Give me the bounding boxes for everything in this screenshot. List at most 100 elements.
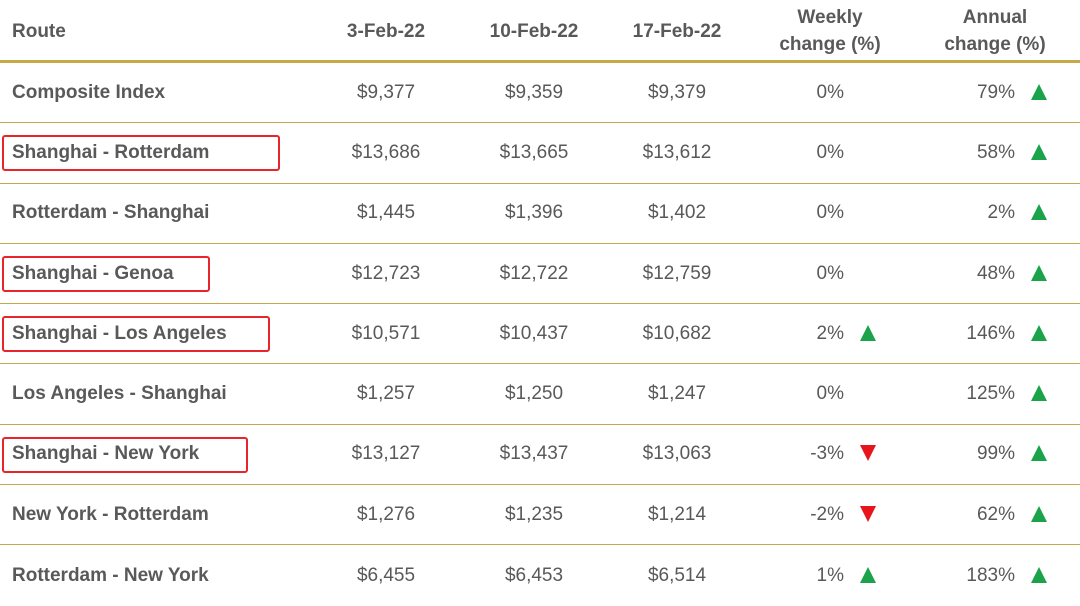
rate-3-feb: $1,276 — [356, 503, 416, 525]
weekly-change-value: 0% — [816, 141, 844, 163]
header-weekly-line1: Weekly — [797, 7, 863, 28]
up-arrow-icon — [860, 566, 876, 583]
rate-10-feb: $1,250 — [504, 383, 564, 405]
header-date-3: 17-Feb-22 — [632, 21, 722, 42]
rate-17-feb: $1,247 — [647, 383, 707, 405]
table-row: Rotterdam - Shanghai $1,445 $1,396 $1,40… — [0, 184, 1080, 244]
up-arrow-icon — [1031, 566, 1047, 583]
rate-10-feb: $6,453 — [504, 564, 564, 586]
rate-10-feb: $10,437 — [499, 322, 569, 344]
rate-17-feb: $6,514 — [647, 564, 707, 586]
weekly-change-value: 2% — [816, 322, 844, 344]
rate-3-feb: $10,571 — [351, 322, 421, 344]
rate-17-feb: $1,402 — [647, 202, 707, 224]
weekly-change-cell: -3% — [760, 443, 900, 465]
highlight-box — [2, 135, 280, 172]
weekly-change-cell: 2% — [760, 323, 900, 345]
rate-3-feb: $13,127 — [351, 443, 421, 465]
header-route: Route — [12, 21, 66, 42]
annual-change-value: 2% — [987, 202, 1015, 224]
rate-17-feb: $13,063 — [642, 443, 712, 465]
header-date-2: 10-Feb-22 — [489, 21, 579, 42]
rate-17-feb: $10,682 — [642, 322, 712, 344]
rate-17-feb: $13,612 — [642, 141, 712, 163]
weekly-change-cell: 1% — [760, 565, 900, 587]
weekly-change-value: 0% — [816, 81, 844, 103]
annual-change-value: 58% — [976, 141, 1015, 163]
weekly-change-cell: -2% — [760, 504, 900, 526]
table-row: Shanghai - Rotterdam $13,686 $13,665 $13… — [0, 123, 1080, 184]
rate-3-feb: $9,377 — [356, 81, 416, 103]
annual-change-value: 99% — [976, 443, 1015, 465]
up-arrow-icon — [1031, 264, 1047, 281]
weekly-change-value: -2% — [810, 503, 844, 525]
annual-change-value: 183% — [966, 564, 1015, 586]
annual-change-cell: 58% — [925, 142, 1065, 164]
annual-change-cell: 183% — [925, 565, 1065, 587]
rate-3-feb: $1,257 — [356, 383, 416, 405]
rate-17-feb: $12,759 — [642, 262, 712, 284]
header-annual-line1: Annual — [962, 7, 1028, 28]
header-annual-change: Annual change (%) — [925, 4, 1065, 58]
up-arrow-icon — [1031, 505, 1047, 522]
annual-change-cell: 146% — [925, 323, 1065, 345]
annual-change-cell: 48% — [925, 263, 1065, 285]
route-name: Shanghai - New York — [12, 443, 200, 465]
up-arrow-icon — [1031, 83, 1047, 100]
table-row: Shanghai - Genoa $12,723 $12,722 $12,759… — [0, 244, 1080, 305]
route-name: Rotterdam - Shanghai — [12, 202, 210, 224]
annual-change-cell: 62% — [925, 504, 1065, 526]
rate-3-feb: $1,445 — [356, 202, 416, 224]
table-header: Route 3-Feb-22 10-Feb-22 17-Feb-22 Weekl… — [0, 0, 1080, 63]
annual-change-value: 48% — [976, 262, 1015, 284]
weekly-change-value: 0% — [816, 262, 844, 284]
weekly-change-value: 0% — [816, 383, 844, 405]
table-body: Composite Index $9,377 $9,359 $9,379 0% … — [0, 63, 1080, 606]
annual-change-value: 125% — [966, 383, 1015, 405]
weekly-change-value: 1% — [816, 564, 844, 586]
header-date-1: 3-Feb-22 — [346, 21, 426, 42]
up-arrow-icon — [1031, 204, 1047, 221]
route-name: Shanghai - Los Angeles — [12, 322, 227, 344]
table-row: Shanghai - Los Angeles $10,571 $10,437 $… — [0, 304, 1080, 365]
down-arrow-icon — [860, 505, 876, 522]
rate-17-feb: $1,214 — [647, 503, 707, 525]
route-name: Composite Index — [12, 81, 166, 103]
rate-10-feb: $13,665 — [499, 141, 569, 163]
annual-change-cell: 2% — [925, 202, 1065, 224]
annual-change-value: 79% — [976, 81, 1015, 103]
weekly-change-cell: 0% — [760, 82, 900, 104]
route-name: Shanghai - Rotterdam — [12, 141, 210, 163]
weekly-change-cell: 0% — [760, 263, 900, 285]
annual-change-value: 62% — [976, 503, 1015, 525]
table-row: Los Angeles - Shanghai $1,257 $1,250 $1,… — [0, 364, 1080, 425]
rate-10-feb: $9,359 — [504, 81, 564, 103]
weekly-change-cell: 0% — [760, 142, 900, 164]
route-name: Los Angeles - Shanghai — [12, 383, 227, 405]
header-weekly-line2: change (%) — [779, 34, 881, 55]
weekly-change-value: -3% — [810, 443, 844, 465]
rate-10-feb: $13,437 — [499, 443, 569, 465]
annual-change-cell: 79% — [925, 82, 1065, 104]
up-arrow-icon — [1031, 385, 1047, 402]
rate-3-feb: $13,686 — [351, 141, 421, 163]
table-row: Shanghai - New York $13,127 $13,437 $13,… — [0, 425, 1080, 486]
up-arrow-icon — [860, 324, 876, 341]
annual-change-cell: 99% — [925, 443, 1065, 465]
route-name: Rotterdam - New York — [12, 564, 209, 586]
highlight-box — [2, 255, 210, 292]
header-weekly-change: Weekly change (%) — [760, 4, 900, 58]
up-arrow-icon — [1031, 445, 1047, 462]
weekly-change-cell: 0% — [760, 383, 900, 405]
route-name: New York - Rotterdam — [12, 503, 209, 525]
rate-17-feb: $9,379 — [647, 81, 707, 103]
table-row: Rotterdam - New York $6,455 $6,453 $6,51… — [0, 545, 1080, 605]
table-row: New York - Rotterdam $1,276 $1,235 $1,21… — [0, 485, 1080, 546]
weekly-change-cell: 0% — [760, 202, 900, 224]
table-row: Composite Index $9,377 $9,359 $9,379 0% … — [0, 63, 1080, 124]
highlight-box — [2, 436, 248, 473]
down-arrow-icon — [860, 445, 876, 462]
rate-3-feb: $12,723 — [351, 262, 421, 284]
rate-10-feb: $1,235 — [504, 503, 564, 525]
